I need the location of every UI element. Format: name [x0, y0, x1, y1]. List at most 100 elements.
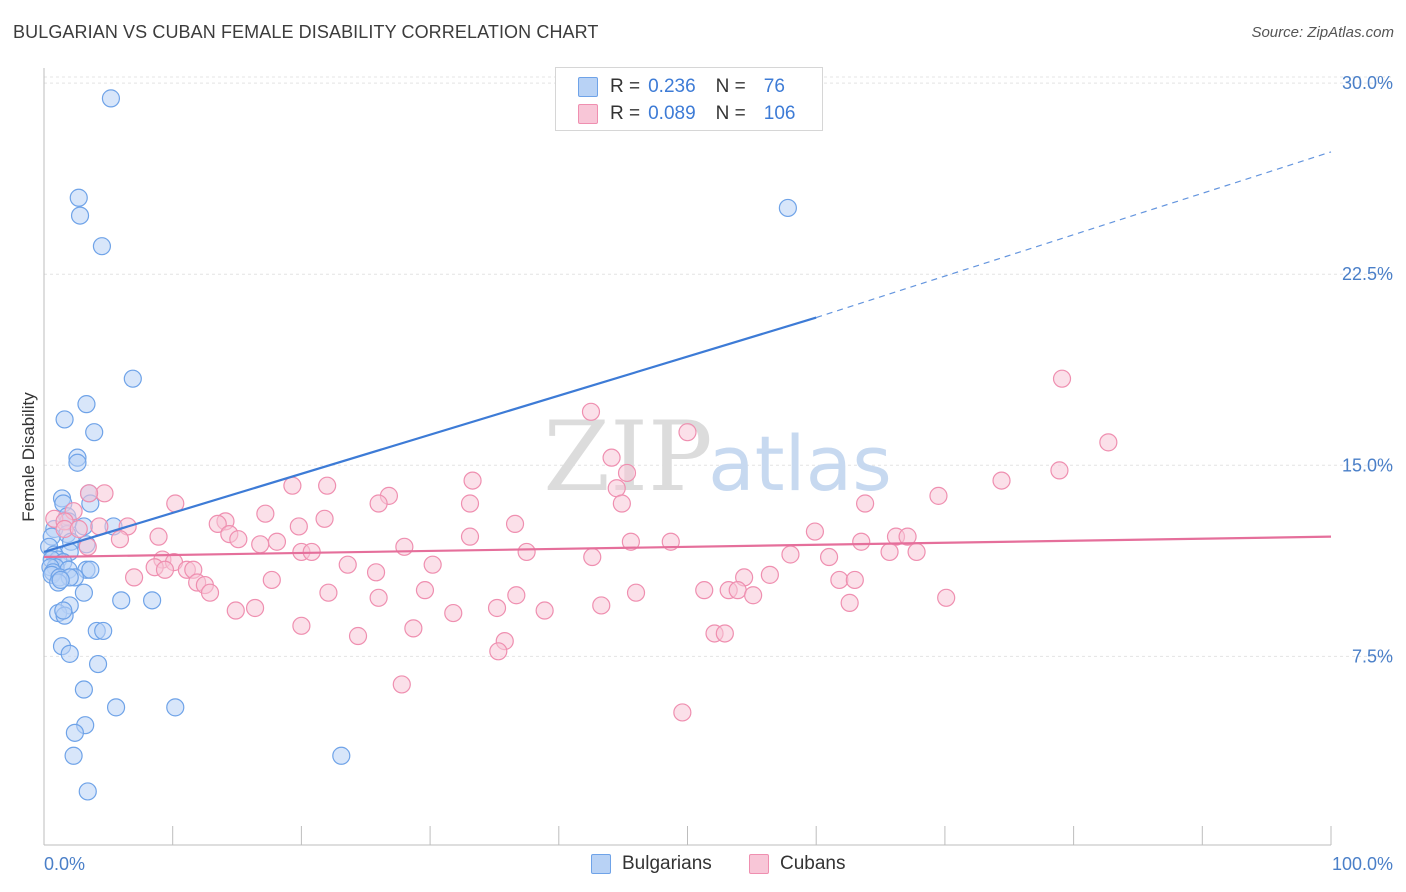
point-cubans [880, 542, 899, 562]
point-bulgarians [778, 198, 797, 218]
bottom-swatch-bulgarians [591, 854, 611, 874]
bottom-legend-cubans: Cubans [749, 851, 846, 877]
point-bulgarians [143, 591, 162, 610]
legend-row-bulgarians: R = 0.236 N = 76 [578, 74, 785, 100]
r-value: 0.089 [648, 103, 696, 124]
grid-lines [44, 76, 1392, 657]
legend-swatch-cubans [578, 104, 598, 124]
point-cubans [319, 583, 338, 602]
point-cubans [760, 565, 779, 584]
point-cubans [256, 504, 275, 523]
watermark-zip: ZIP [543, 401, 712, 513]
y-tick-label: 7.5% [1352, 646, 1393, 666]
point-cubans [444, 603, 463, 623]
point-cubans [463, 471, 482, 490]
r-label: R = [610, 103, 641, 124]
series-bulgarians [40, 89, 797, 801]
point-bulgarians [69, 188, 88, 207]
watermark-atlas: atlas [708, 419, 892, 508]
point-cubans [728, 581, 747, 600]
point-bulgarians [65, 723, 84, 742]
point-cubans [487, 598, 507, 618]
point-cubans [79, 484, 99, 503]
point-cubans [507, 586, 526, 605]
point-cubans [607, 479, 626, 498]
point-bulgarians [123, 369, 142, 388]
legend-row-cubans: R = 0.089 N = 106 [578, 101, 795, 127]
point-cubans [404, 619, 423, 638]
trendline-bulgarians [43, 316, 817, 553]
point-bulgarians [55, 410, 74, 429]
n-label: N = [715, 103, 746, 124]
point-cubans [369, 494, 388, 513]
point-cubans [1099, 433, 1118, 452]
point-cubans [781, 545, 800, 564]
r-label: R = [610, 76, 641, 97]
point-cubans [621, 532, 640, 551]
point-cubans [392, 675, 411, 694]
y-tick-label: 22.5% [1342, 264, 1393, 284]
point-cubans [262, 570, 281, 590]
point-cubans [992, 471, 1011, 490]
point-cubans [267, 532, 287, 551]
point-cubans [348, 626, 368, 646]
point-cubans [283, 476, 302, 495]
series-cubans [45, 369, 1118, 722]
point-cubans [460, 494, 480, 513]
point-cubans [292, 616, 311, 635]
bottom-legend-label: Cubans [780, 853, 846, 874]
point-cubans [695, 581, 714, 600]
point-cubans [245, 598, 265, 618]
point-cubans [830, 570, 849, 590]
point-cubans [517, 542, 536, 562]
point-bulgarians [166, 698, 185, 717]
point-bulgarians [88, 654, 108, 674]
point-cubans [583, 547, 602, 567]
point-cubans [366, 563, 386, 582]
n-label: N = [715, 76, 746, 97]
point-bulgarians [92, 237, 112, 256]
trendline-extension-bulgarians [816, 151, 1332, 319]
point-cubans [805, 522, 825, 541]
point-cubans [602, 448, 621, 467]
point-cubans [581, 402, 601, 421]
point-bulgarians [74, 583, 93, 602]
point-cubans [937, 588, 956, 607]
point-cubans [423, 555, 442, 574]
point-cubans [318, 476, 337, 495]
point-bulgarians [64, 746, 83, 765]
point-cubans [744, 586, 763, 605]
point-cubans [819, 547, 839, 567]
point-cubans [251, 535, 270, 554]
point-bulgarians [332, 746, 351, 765]
point-cubans [338, 555, 357, 574]
point-cubans [856, 494, 875, 513]
point-bulgarians [106, 698, 126, 717]
y-axis-label: Female Disability [19, 392, 38, 522]
point-cubans [95, 484, 114, 503]
chart-title: BULGARIAN VS CUBAN FEMALE DISABILITY COR… [13, 22, 599, 42]
point-cubans [715, 624, 734, 643]
point-cubans [907, 542, 926, 562]
point-bulgarians [70, 206, 90, 225]
point-bulgarians [68, 453, 87, 472]
point-cubans [840, 593, 859, 612]
point-bulgarians [51, 570, 70, 590]
point-cubans [505, 514, 525, 534]
x-tick-label: 100.0% [1332, 854, 1393, 874]
point-cubans [1052, 369, 1072, 388]
point-cubans [626, 583, 646, 602]
point-cubans [1050, 461, 1069, 480]
tick-labels: 7.5% 15.0% 22.5% 30.0% 0.0% 100.0% [44, 73, 1393, 874]
point-bulgarians [54, 601, 73, 620]
point-bulgarians [81, 560, 100, 579]
y-tick-label: 15.0% [1342, 455, 1393, 475]
bottom-swatch-cubans [749, 854, 769, 874]
trend-lines [43, 151, 1332, 559]
point-cubans [155, 560, 175, 579]
source-label: Source: ZipAtlas.com [1251, 24, 1394, 41]
point-cubans [369, 588, 388, 607]
bottom-legend-bulgarians: Bulgarians [591, 851, 712, 877]
point-bulgarians [85, 423, 104, 442]
